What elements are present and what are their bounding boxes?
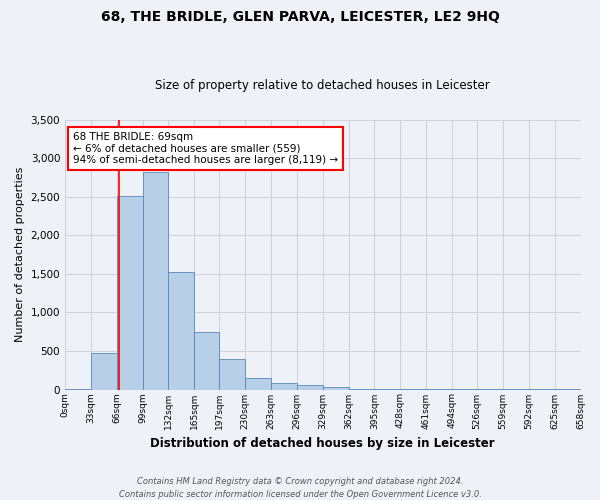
Bar [349,388,374,390]
Bar [271,384,297,390]
Bar [117,196,143,390]
Bar [323,387,349,390]
Bar [297,386,323,390]
Bar [169,272,194,390]
Bar [65,388,91,390]
Bar [143,172,169,390]
Text: 68 THE BRIDLE: 69sqm
← 6% of detached houses are smaller (559)
94% of semi-detac: 68 THE BRIDLE: 69sqm ← 6% of detached ho… [73,132,338,165]
Bar [220,358,245,390]
Bar [400,389,426,390]
Bar [194,332,220,390]
Bar [91,354,117,390]
Y-axis label: Number of detached properties: Number of detached properties [15,167,25,342]
Text: 68, THE BRIDLE, GLEN PARVA, LEICESTER, LE2 9HQ: 68, THE BRIDLE, GLEN PARVA, LEICESTER, L… [101,10,499,24]
Title: Size of property relative to detached houses in Leicester: Size of property relative to detached ho… [155,79,490,92]
Text: Contains HM Land Registry data © Crown copyright and database right 2024.
Contai: Contains HM Land Registry data © Crown c… [119,478,481,499]
Bar [245,378,271,390]
Bar [374,389,400,390]
X-axis label: Distribution of detached houses by size in Leicester: Distribution of detached houses by size … [151,437,495,450]
